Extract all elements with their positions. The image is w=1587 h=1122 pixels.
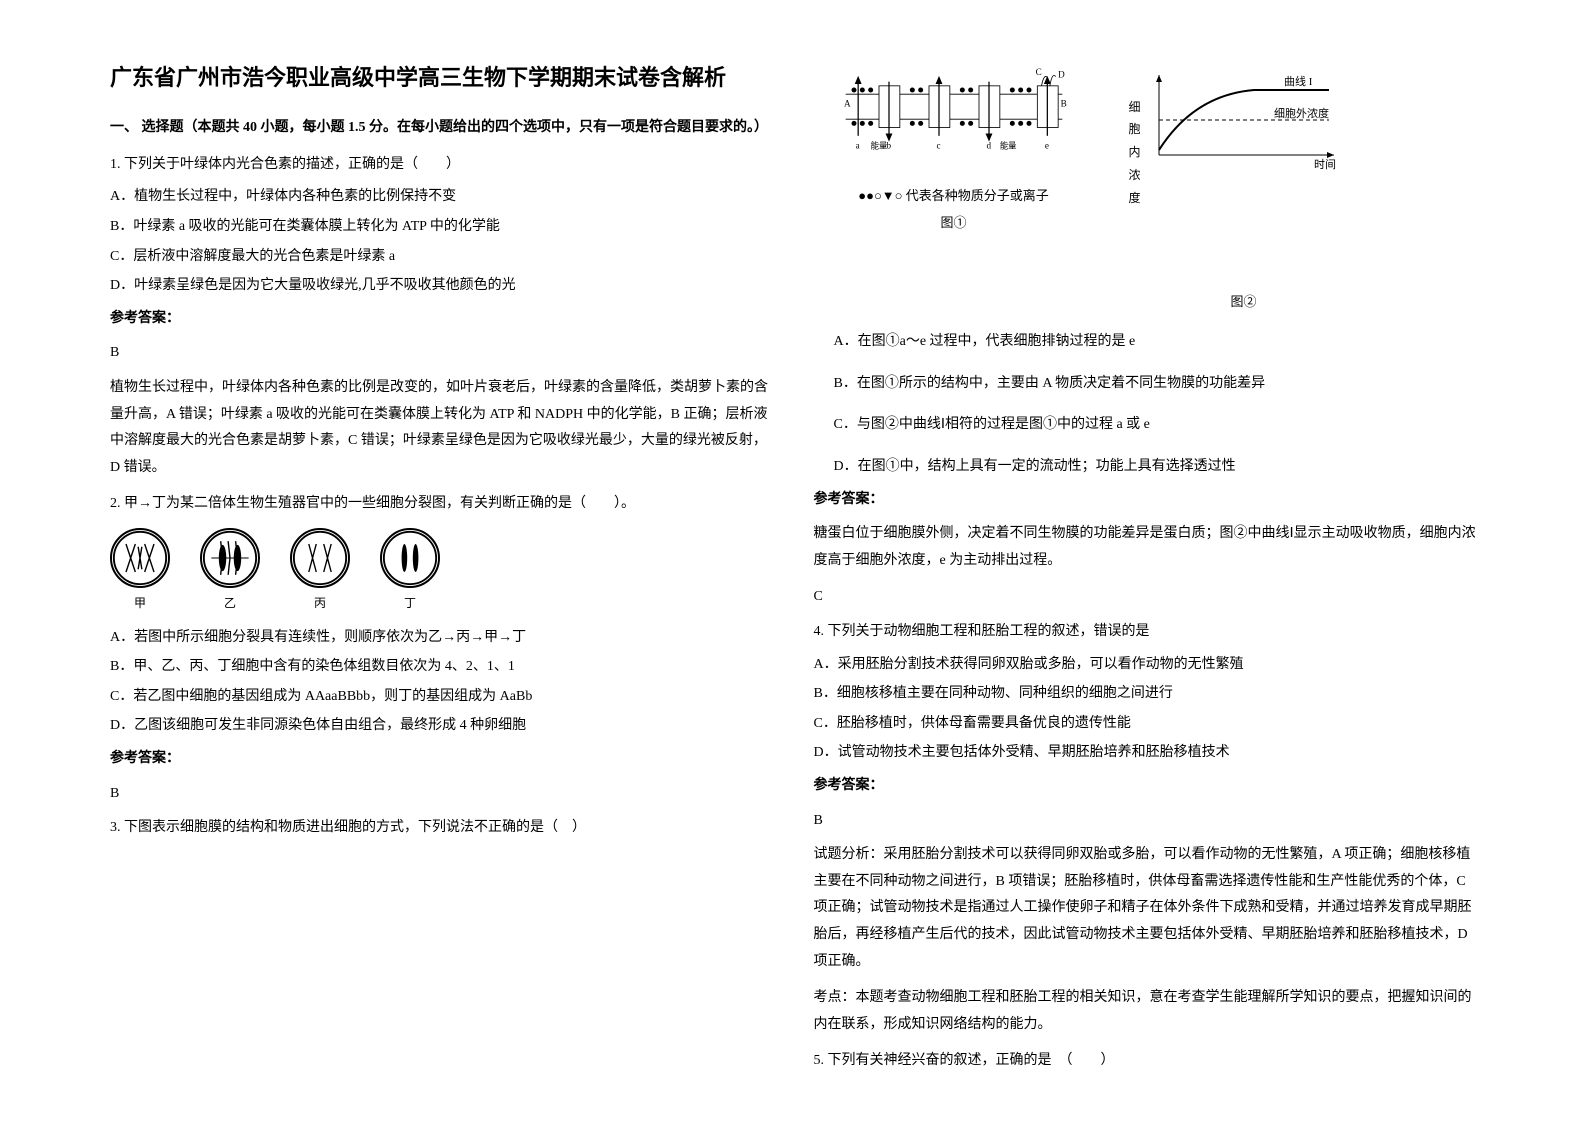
- q3-fig2-ylabel: 细胞内浓度: [1129, 96, 1149, 210]
- q4-option-c: C．胚胎移植时，供体母畜需要具备优良的遗传性能: [814, 711, 1478, 738]
- q3-fig1-legend: ●●○▼○ 代表各种物质分子或离子: [814, 184, 1094, 209]
- cell-svg-yi: [200, 528, 260, 588]
- q3-fig1-caption: 图①: [814, 211, 1094, 236]
- q1-explanation: 植物生长过程中，叶绿体内各种色素的比例是改变的，如叶片衰老后，叶绿素的含量降低，…: [110, 375, 774, 481]
- svg-text:曲线 I: 曲线 I: [1284, 74, 1313, 88]
- q2-answer-label: 参考答案：: [110, 746, 774, 773]
- q2-option-a: A．若图中所示细胞分裂具有连续性，则顺序依次为乙→丙→甲→丁: [110, 625, 774, 652]
- q4-option-b: B．细胞核移植主要在同种动物、同种组织的细胞之间进行: [814, 681, 1478, 708]
- svg-text:A: A: [844, 99, 851, 109]
- q3-figures: a b c d e D B C A 能量 能量 ●●○▼○ 代表各种物质分子或离…: [814, 60, 1478, 314]
- cell-svg-jia: [110, 528, 170, 588]
- q3-membrane-svg: a b c d e D B C A 能量 能量: [814, 65, 1094, 165]
- q3-option-c: C．与图②中曲线Ⅰ相符的过程是图①中的过程 a 或 e: [834, 412, 1478, 439]
- q4-answer-label: 参考答案：: [814, 773, 1478, 800]
- cell-fig-ding: 丁: [380, 528, 440, 615]
- svg-text:细胞外浓度: 细胞外浓度: [1274, 106, 1329, 120]
- q4-stem: 4. 下列关于动物细胞工程和胚胎工程的叙述，错误的是: [814, 619, 1478, 646]
- q1-option-d: D．叶绿素呈绿色是因为它大量吸收绿光,几乎不吸收其他颜色的光: [110, 273, 774, 300]
- q1-option-b: B．叶绿素 a 吸收的光能可在类囊体膜上转化为 ATP 中的化学能: [110, 214, 774, 241]
- q3-stem: 3. 下图表示细胞膜的结构和物质进出细胞的方式，下列说法不正确的是（ ）: [110, 815, 774, 842]
- right-column: a b c d e D B C A 能量 能量 ●●○▼○ 代表各种物质分子或离…: [794, 60, 1498, 1062]
- q3-fig2-caption: 图②: [1134, 290, 1354, 315]
- q2-option-c: C．若乙图中细胞的基因组成为 AAaaBBbb，则丁的基因组成为 AaBb: [110, 684, 774, 711]
- q3-chart-svg: 曲线 I 细胞外浓度 时间: [1134, 65, 1354, 175]
- cell-fig-yi: 乙: [200, 528, 260, 615]
- q1-option-a: A．植物生长过程中，叶绿体内各种色素的比例保持不变: [110, 184, 774, 211]
- svg-text:时间: 时间: [1314, 158, 1336, 171]
- svg-text:d: d: [986, 140, 991, 150]
- q3-figure-1-wrap: a b c d e D B C A 能量 能量 ●●○▼○ 代表各种物质分子或离…: [814, 60, 1094, 236]
- cell-svg-ding: [380, 528, 440, 588]
- q2-stem: 2. 甲→丁为某二倍体生物生殖器官中的一些细胞分裂图，有关判断正确的是（ ）。: [110, 491, 774, 518]
- document-title: 广东省广州市浩今职业高级中学高三生物下学期期末试卷含解析: [110, 60, 774, 95]
- q1-answer: B: [110, 340, 774, 367]
- svg-text:能量: 能量: [870, 140, 887, 150]
- left-column: 广东省广州市浩今职业高级中学高三生物下学期期末试卷含解析 一、 选择题（本题共 …: [90, 60, 794, 1062]
- svg-text:D: D: [1058, 70, 1065, 80]
- svg-text:C: C: [1035, 67, 1041, 77]
- q2-figure-row: 甲 乙 丙: [110, 528, 774, 615]
- cell-svg-bing: [290, 528, 350, 588]
- q3-option-a: A．在图①a～e 过程中，代表细胞排钠过程的是 e: [834, 329, 1478, 356]
- q3-option-d: D．在图①中，结构上具有一定的流动性；功能上具有选择透过性: [834, 454, 1478, 481]
- q5-stem: 5. 下列有关神经兴奋的叙述，正确的是 （ ）: [814, 1048, 1478, 1075]
- section-1-header: 一、 选择题（本题共 40 小题，每小题 1.5 分。在每小题给出的四个选项中，…: [110, 115, 774, 142]
- q2-answer: B: [110, 781, 774, 808]
- q3-answer: C: [814, 584, 1478, 611]
- svg-text:a: a: [855, 140, 859, 150]
- q1-option-c: C．层析液中溶解度最大的光合色素是叶绿素 a: [110, 244, 774, 271]
- q2-option-d: D．乙图该细胞可发生非同源染色体自由组合，最终形成 4 种卵细胞: [110, 713, 774, 740]
- q4-option-d: D．试管动物技术主要包括体外受精、早期胚胎培养和胚胎移植技术: [814, 740, 1478, 767]
- cell-label-ding: 丁: [380, 592, 440, 615]
- cell-fig-bing: 丙: [290, 528, 350, 615]
- q3-answer-label: 参考答案：: [814, 487, 1478, 514]
- q4-note: 考点：本题考查动物细胞工程和胚胎工程的相关知识，意在考查学生能理解所学知识的要点…: [814, 985, 1478, 1038]
- q4-option-a: A．采用胚胎分割技术获得同卵双胎或多胎，可以看作动物的无性繁殖: [814, 652, 1478, 679]
- q3-explanation: 糖蛋白位于细胞膜外侧，决定着不同生物膜的功能差异是蛋白质；图②中曲线Ⅰ显示主动吸…: [814, 521, 1478, 574]
- svg-text:e: e: [1044, 140, 1048, 150]
- cell-label-bing: 丙: [290, 592, 350, 615]
- svg-text:c: c: [936, 140, 940, 150]
- svg-text:B: B: [1060, 99, 1066, 109]
- cell-fig-jia: 甲: [110, 528, 170, 615]
- q4-explanation: 试题分析：采用胚胎分割技术可以获得同卵双胎或多胎，可以看作动物的无性繁殖，A 项…: [814, 842, 1478, 975]
- q3-figure-2-wrap: 曲线 I 细胞外浓度 时间 细胞内浓度 图②: [1134, 60, 1354, 314]
- cell-label-jia: 甲: [110, 592, 170, 615]
- q3-option-b: B．在图①所示的结构中，主要由 A 物质决定着不同生物膜的功能差异: [834, 371, 1478, 398]
- q1-answer-label: 参考答案：: [110, 306, 774, 333]
- q2-option-b: B．甲、乙、丙、丁细胞中含有的染色体组数目依次为 4、2、1、1: [110, 654, 774, 681]
- cell-label-yi: 乙: [200, 592, 260, 615]
- svg-text:能量: 能量: [999, 140, 1016, 150]
- q1-stem: 1. 下列关于叶绿体内光合色素的描述，正确的是（ ）: [110, 152, 774, 179]
- q4-answer: B: [814, 808, 1478, 835]
